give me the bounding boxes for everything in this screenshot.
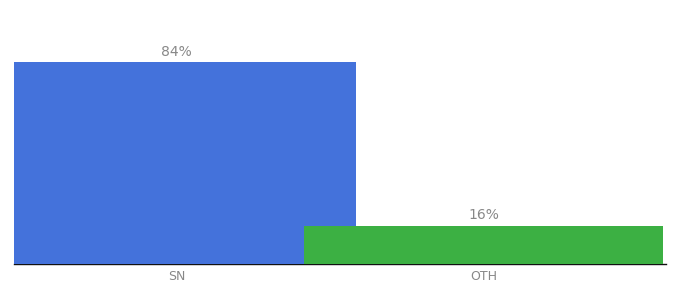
Text: 16%: 16% — [468, 208, 499, 222]
Text: 84%: 84% — [161, 45, 192, 59]
Bar — [304, 226, 663, 264]
Bar — [0, 62, 356, 264]
